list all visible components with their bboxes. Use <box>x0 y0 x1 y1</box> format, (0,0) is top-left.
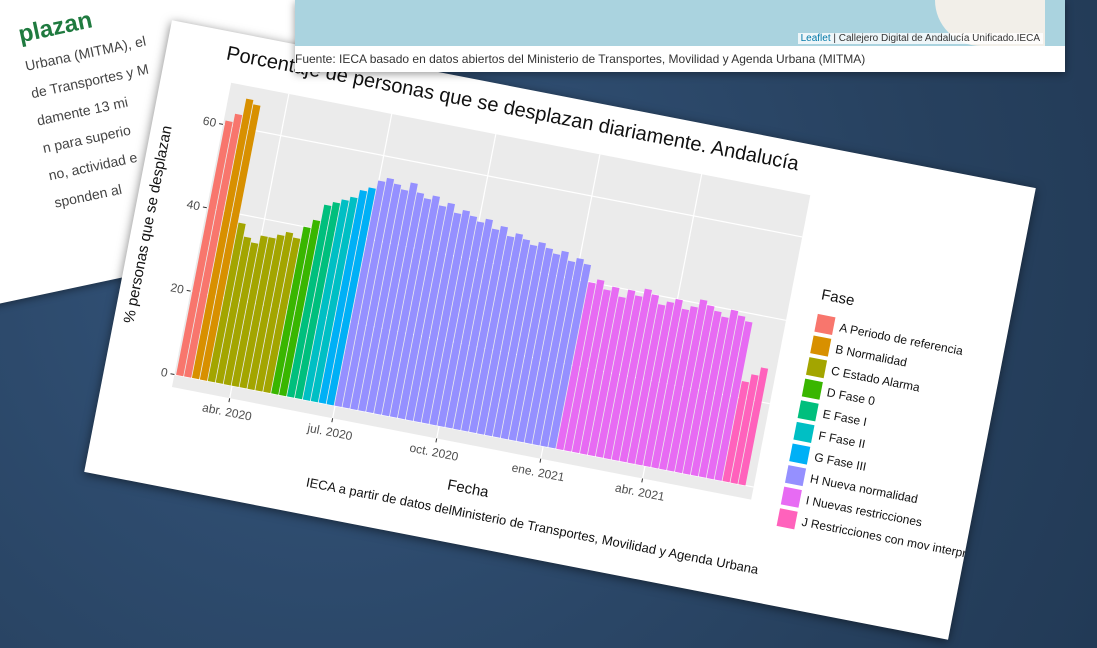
x-tick-label: jul. 2020 <box>305 421 354 444</box>
y-tick <box>203 207 207 208</box>
page: {"left_card":{"title":"plazan","lines":[… <box>0 0 1097 648</box>
y-tick-label: 60 <box>202 114 218 130</box>
map-card: Leaflet | Callejero Digital de Andalucía… <box>295 0 1065 72</box>
source-text: Fuente: IECA basado en datos abiertos de… <box>295 46 1065 66</box>
legend-swatch <box>806 357 827 378</box>
y-tick-label: 40 <box>186 197 202 213</box>
y-tick-label: 0 <box>160 365 170 380</box>
legend-swatch <box>802 379 823 400</box>
legend-label: D Fase 0 <box>826 385 877 408</box>
attribution-text: | Callejero Digital de Andalucía Unifica… <box>833 33 1040 44</box>
y-tick <box>219 124 223 125</box>
legend-label: E Fase I <box>822 407 869 429</box>
x-tick <box>540 459 541 463</box>
legend-swatch <box>814 314 835 335</box>
legend-title: Fase <box>820 286 856 309</box>
x-tick <box>229 398 230 402</box>
legend-label: G Fase III <box>813 450 867 474</box>
legend-swatch <box>789 443 810 464</box>
legend-swatch <box>777 508 798 529</box>
y-tick <box>170 374 174 375</box>
y-tick-label: 20 <box>169 280 185 296</box>
x-tick-label: oct. 2020 <box>408 441 459 464</box>
leaflet-link[interactable]: Leaflet <box>801 33 831 44</box>
legend-swatch <box>798 400 819 421</box>
x-tick-label: abr. 2020 <box>201 400 253 423</box>
map: Leaflet | Callejero Digital de Andalucía… <box>295 0 1065 46</box>
x-tick-label: abr. 2021 <box>614 481 666 504</box>
x-tick <box>642 478 643 482</box>
map-attribution: Leaflet | Callejero Digital de Andalucía… <box>798 33 1043 44</box>
x-axis-label: Fecha <box>446 477 491 502</box>
y-tick <box>187 290 191 291</box>
x-tick-label: ene. 2021 <box>511 460 566 484</box>
legend-swatch <box>810 335 831 356</box>
legend-label: F Fase II <box>817 428 866 451</box>
legend-swatch <box>785 465 806 486</box>
legend-swatch <box>793 422 814 443</box>
legend-swatch <box>781 487 802 508</box>
x-tick <box>436 438 437 442</box>
x-tick <box>332 418 333 422</box>
